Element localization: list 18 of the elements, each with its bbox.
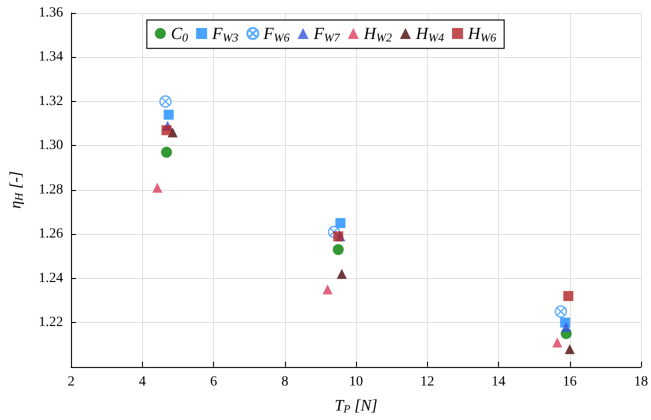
y-tick-label: 1.34 xyxy=(38,50,64,65)
y-tick-label: 1.22 xyxy=(38,315,64,330)
x-tick-label: 16 xyxy=(562,374,577,390)
x-tick-label: 4 xyxy=(138,374,146,390)
x-tick-label: 14 xyxy=(492,374,506,390)
y-tick-label: 1.24 xyxy=(38,270,64,286)
y-tick-label: 1.28 xyxy=(38,182,64,198)
x-tick-label: 10 xyxy=(349,374,364,390)
y-tick-label: 1.36 xyxy=(38,6,64,20)
x-tick-label: 2 xyxy=(68,374,75,390)
x-tick-label: 8 xyxy=(281,374,288,390)
y-tick-label: 1.32 xyxy=(38,94,64,109)
y-axis-title: ηH [-] xyxy=(8,171,26,209)
x-tick-label: 18 xyxy=(634,374,648,390)
y-tick-label: 1.30 xyxy=(38,138,64,154)
x-tick-label: 12 xyxy=(420,374,434,390)
y-tick-label: 1.26 xyxy=(38,226,64,242)
x-tick-label: 6 xyxy=(210,374,218,390)
